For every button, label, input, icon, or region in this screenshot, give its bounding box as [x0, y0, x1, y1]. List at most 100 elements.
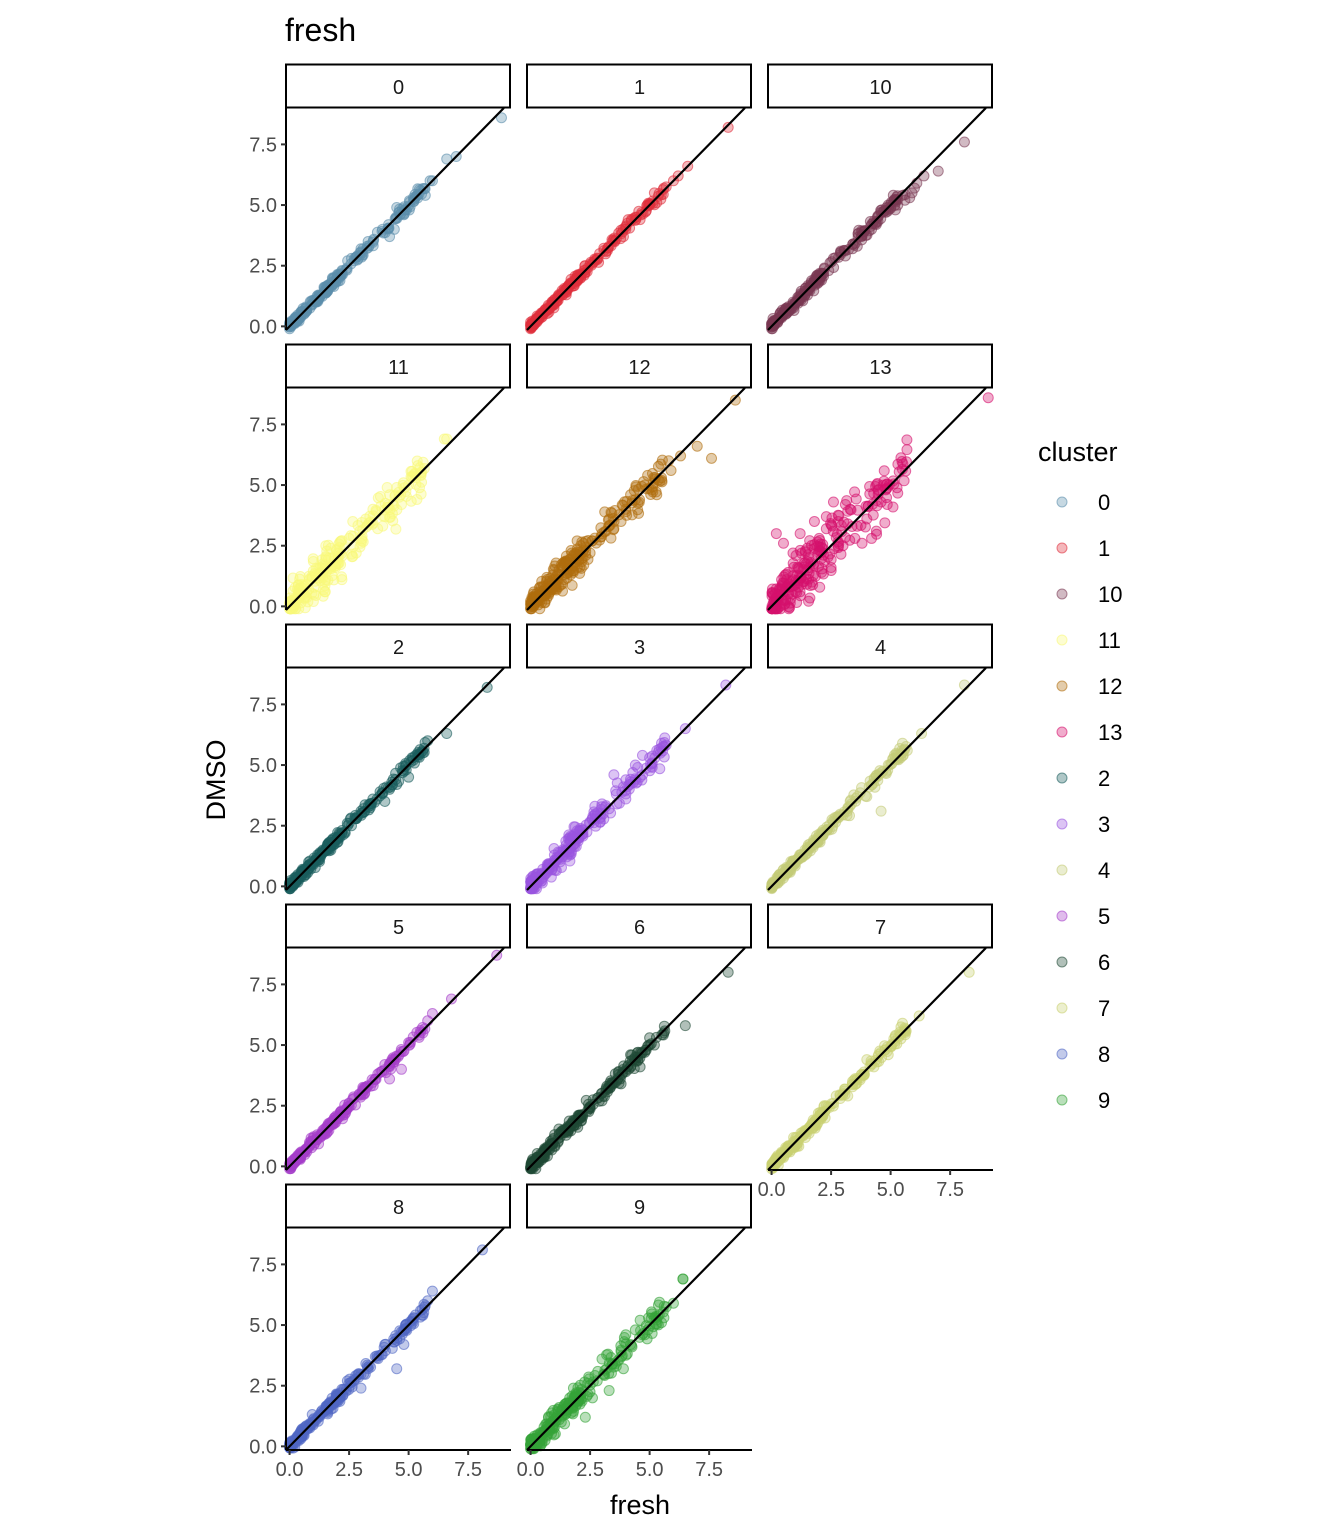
data-point [379, 795, 391, 807]
legend-label: 9 [1098, 1088, 1110, 1113]
data-point [812, 548, 824, 560]
legend-item: 11 [1056, 628, 1121, 653]
data-point [816, 566, 828, 578]
reference-line [767, 947, 987, 1171]
data-point [622, 214, 634, 226]
y-tick-label: 5.0 [249, 755, 277, 777]
data-point [411, 455, 423, 467]
facet-strip-label: 13 [869, 357, 891, 379]
data-point [780, 308, 792, 320]
data-point [295, 579, 307, 591]
reference-line [526, 667, 746, 891]
data-point [851, 240, 863, 252]
x-tick-label: 0.0 [517, 1459, 545, 1481]
data-point [603, 1385, 615, 1397]
y-tick-label: 2.5 [249, 536, 277, 558]
data-point [861, 1054, 873, 1066]
facet-points [766, 966, 975, 1175]
reference-line [285, 1227, 505, 1451]
legend-title: cluster [1038, 437, 1118, 467]
x-tick-label: 2.5 [335, 1459, 363, 1481]
y-tick-label: 7.5 [249, 974, 277, 996]
legend-item: 10 [1056, 582, 1122, 607]
x-axis-title: fresh [610, 1490, 670, 1520]
legend-key [1056, 1002, 1068, 1014]
facet-panel: 4 [766, 623, 993, 895]
y-tick-label: 7.5 [249, 694, 277, 716]
data-point [844, 503, 856, 515]
legend-item: 2 [1056, 766, 1110, 791]
data-point [875, 805, 887, 817]
data-point [367, 503, 379, 515]
data-point [617, 1363, 629, 1375]
legend-item: 5 [1056, 904, 1110, 929]
legend-label: 11 [1098, 628, 1121, 653]
data-point [594, 248, 606, 260]
legend-label: 5 [1098, 904, 1110, 929]
data-point [336, 574, 348, 586]
data-point [343, 532, 355, 544]
legend-item: 7 [1056, 996, 1110, 1021]
x-tick-label: 2.5 [817, 1179, 845, 1201]
data-point [880, 206, 892, 218]
data-point [908, 182, 920, 194]
legend-label: 12 [1098, 674, 1122, 699]
data-point [548, 564, 560, 576]
legend-key [1056, 634, 1068, 646]
x-tick-label: 5.0 [395, 1459, 423, 1481]
data-point [560, 286, 572, 298]
x-tick-label: 0.0 [276, 1459, 304, 1481]
data-point [901, 444, 913, 456]
data-point [495, 112, 507, 124]
plot-title: fresh [285, 12, 356, 48]
reference-line [526, 1227, 746, 1451]
reference-line [526, 387, 746, 611]
y-tick-label: 0.0 [249, 1156, 277, 1178]
facet-panel: 8 0.0 2.5 5.0 7.5 0.0 2.5 5.0 7.5 [249, 1183, 511, 1481]
data-point [360, 513, 372, 525]
data-point [596, 1353, 608, 1365]
legend-label: 13 [1098, 720, 1122, 745]
data-point [651, 489, 663, 501]
reference-line [767, 667, 987, 891]
legend-key [1056, 956, 1068, 968]
data-point [892, 487, 904, 499]
data-point [706, 452, 718, 464]
legend-key [1056, 542, 1068, 554]
data-point [679, 1020, 691, 1032]
y-tick-label: 5.0 [249, 195, 277, 217]
y-tick-label: 5.0 [249, 475, 277, 497]
data-point [827, 496, 839, 508]
data-point [633, 507, 645, 519]
facet-strip-label: 10 [869, 77, 891, 99]
legend-key [1056, 680, 1068, 692]
data-point [634, 1061, 646, 1073]
data-point [620, 793, 632, 805]
data-point [656, 1317, 668, 1329]
legend-label: 1 [1098, 536, 1110, 561]
legend-label: 0 [1098, 490, 1110, 515]
data-point [319, 586, 331, 598]
y-tick-label: 0.0 [249, 1436, 277, 1458]
data-point [629, 759, 641, 771]
facet-strip-label: 3 [634, 637, 645, 659]
reference-line [767, 387, 987, 611]
facet-strip-label: 1 [634, 77, 645, 99]
facet-strip-label: 11 [388, 357, 409, 379]
data-point [336, 265, 348, 277]
data-point [391, 201, 403, 213]
data-point [850, 493, 862, 505]
facet-strip [526, 63, 752, 109]
legend-key [1056, 496, 1068, 508]
legend-key [1056, 726, 1068, 738]
facet-panel: 1 [525, 63, 752, 335]
data-point [813, 532, 825, 544]
data-point [691, 440, 703, 452]
legend-item: 12 [1056, 674, 1122, 699]
data-point [355, 537, 367, 549]
facet-points [525, 394, 741, 615]
legend-label: 6 [1098, 950, 1110, 975]
legend-label: 10 [1098, 582, 1122, 607]
data-point [372, 492, 384, 504]
facet-panel: 11 0.0 2.5 5.0 7.5 [249, 343, 511, 618]
